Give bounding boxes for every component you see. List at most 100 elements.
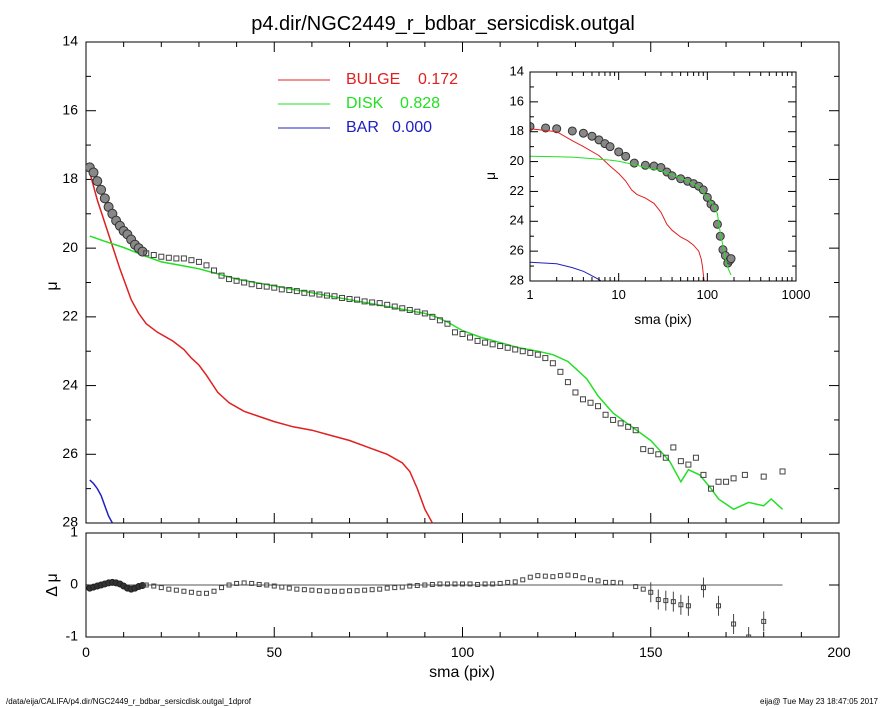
residual-point [603,579,609,585]
main-data-point [354,296,361,303]
main-data-point [293,288,300,295]
main-data-point [602,411,609,418]
residual-point [467,581,473,587]
main-data-point [137,246,148,257]
inset-data-point [709,203,719,213]
main-data-point [459,331,466,338]
residual-point [678,602,684,608]
residual-point [339,588,345,594]
main-data-point [564,379,571,386]
main-data-point [527,349,534,356]
inset-data-point [656,163,666,173]
inset-xlabel: sma (pix) [634,311,692,327]
inset-ylabel: μ [482,172,498,180]
main-data-point [173,255,180,262]
main-data-point [369,299,376,306]
main-data-point [670,444,677,451]
main-data-point [632,427,639,434]
main-data-point [595,403,602,410]
main-data-point [723,478,730,485]
residual-point [249,580,255,586]
inset-xtick-label: 1000 [782,287,811,302]
residual-point [392,585,398,591]
main-data-point [180,255,187,262]
main-data-point [730,475,737,482]
residual-point [384,585,390,591]
main-data-point [779,468,786,475]
main-data-point [406,306,413,313]
residual-point [181,588,187,594]
residual-point [151,583,157,589]
residual-point [377,586,383,592]
residual-point [663,598,669,604]
main-axes: 14 16 18 20 22 24 26 28 [62,33,840,530]
residual-point [331,588,337,594]
main-data-point [323,292,330,299]
residual-ytick-label: 1 [70,524,78,540]
main-ytick-label: 26 [62,445,78,461]
residual-ytick-label: 0 [70,576,78,592]
main-data-point [308,290,315,297]
residual-point [166,586,172,592]
residual-point [241,580,247,586]
main-data-point [233,277,240,284]
residual-point [429,581,435,587]
residual-point [362,587,368,593]
residual-point [716,603,722,609]
inset-data-point [552,124,562,134]
inset-data-point [726,254,736,264]
main-data-point [467,334,474,341]
main-series [86,162,786,523]
main-data-point [150,252,157,259]
main-ylabel: μ [44,281,61,290]
main-data-point [88,167,99,178]
residual-ylabel: Δ μ [44,573,61,596]
inset-data-point [578,128,588,138]
main-data-point [158,253,165,260]
main-data-point [429,313,436,320]
main-data-point [346,295,353,302]
inset-data-point [614,147,624,157]
residual-point [399,584,405,590]
residual-point [520,577,526,583]
inset-series-bulge [530,128,705,281]
main-data-point [421,310,428,317]
residual-point [490,581,496,587]
main-data-point [384,301,391,308]
residual-point [414,583,420,589]
residual-point [437,581,443,587]
residual-point [700,585,706,591]
residual-point [482,581,488,587]
main-ytick-label: 16 [62,101,78,117]
main-data-point [474,337,481,344]
main-panel: 14 16 18 20 22 24 26 28 μ [44,33,840,530]
main-series-bulge [89,172,434,523]
main-data-point [316,291,323,298]
residual-point [301,587,307,593]
main-data-point [707,485,714,492]
residual-point [542,573,548,579]
inset-series-disk [530,155,732,276]
legend-value-bulge: 0.172 [418,71,458,88]
inset-data-point [567,126,577,136]
main-data-point [647,447,654,454]
residual-point [475,581,481,587]
main-data-point [760,473,767,480]
main-data-point [391,303,398,310]
main-series-bar [89,479,114,523]
main-data-point [361,298,368,305]
inset-series [530,121,736,281]
inset-ytick-label: 16 [510,93,524,108]
footer-timestamp: eija@ Tue May 23 18:47:05 2017 [760,697,879,706]
main-data-point [692,454,699,461]
main-data-point [700,471,707,478]
residual-point [354,588,360,594]
main-data-point [92,176,103,187]
main-ytick-label: 18 [62,170,78,186]
main-data-point [165,254,172,261]
residual-point [188,589,194,595]
main-data-point [534,351,541,358]
residual-point [550,574,556,580]
